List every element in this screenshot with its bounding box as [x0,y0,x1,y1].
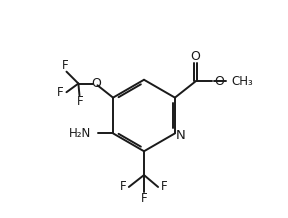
Text: O: O [91,77,101,90]
Text: O: O [214,75,224,88]
Text: F: F [120,180,126,193]
Text: F: F [57,86,64,99]
Text: CH₃: CH₃ [231,75,253,88]
Text: F: F [77,95,84,108]
Text: F: F [62,59,69,72]
Text: F: F [161,180,167,193]
Text: N: N [176,129,186,142]
Text: H₂N: H₂N [69,127,91,140]
Text: F: F [141,192,147,205]
Text: O: O [191,50,200,63]
